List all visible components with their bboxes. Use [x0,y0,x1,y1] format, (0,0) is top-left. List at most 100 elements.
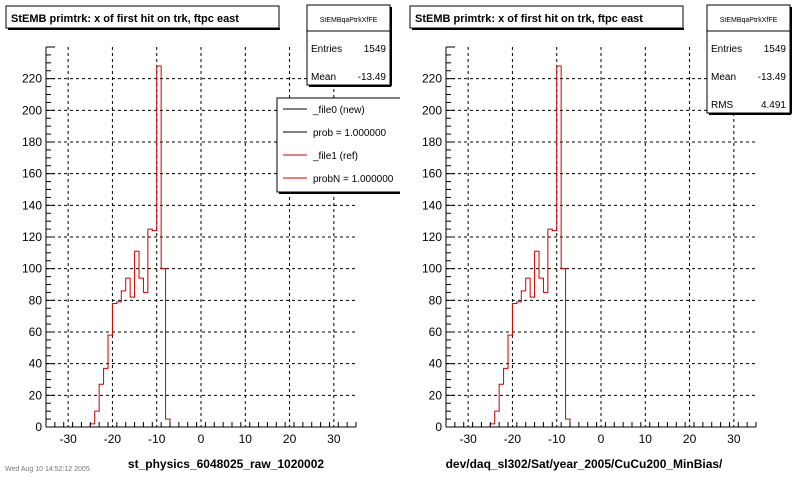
stats-label: Mean [311,72,336,83]
x-axis-label: st_physics_6048025_raw_1020002 [128,457,324,471]
histogram-bin [566,419,570,427]
histogram-bin [535,251,539,427]
x-tick-label: 20 [283,432,297,446]
y-tick-label: 60 [429,325,443,339]
y-tick-label: 80 [429,293,443,307]
y-tick-label: 160 [422,167,442,181]
x-tick-label: 0 [198,432,205,446]
stats-value: 1549 [364,44,387,55]
histogram-line [489,65,571,427]
y-tick-label: 200 [422,103,442,117]
y-tick-label: 60 [29,325,43,339]
chart-title: StEMB primtrk: x of first hit on trk, ft… [11,13,239,25]
histogram-bin [126,278,130,427]
x-tick-label: -20 [104,432,122,446]
histogram-bin [495,411,499,427]
y-tick-label: 100 [422,262,442,276]
x-tick-label: -30 [459,432,477,446]
legend-label: _file1 (ref) [312,151,358,162]
histogram-bin [161,269,165,427]
y-tick-label: 40 [29,357,43,371]
stats-box [706,4,791,114]
x-tick-label: 20 [683,432,697,446]
histogram-bin [143,292,147,427]
x-tick-label: -20 [504,432,522,446]
stats-value: 4.491 [761,100,786,111]
x-tick-label: 10 [639,432,653,446]
x-axis-label: dev/daq_sl302/Sat/year_2005/CuCu200_MinB… [446,457,723,471]
x-tick-label: 30 [727,432,741,446]
histogram-bin [543,292,547,427]
x-tick-label: -10 [148,432,166,446]
footer-timestamp: Wed Aug 10 14:52:12 2005 [5,466,90,473]
y-tick-label: 0 [435,420,442,434]
histogram-bin [95,411,99,427]
histogram-bin [548,229,552,427]
chart-title: StEMB primtrk: x of first hit on trk, ft… [415,13,643,25]
histogram-bin [152,231,156,427]
stats-label: RMS [711,100,734,111]
histogram-bin [117,302,121,427]
y-tick-label: 20 [429,388,443,402]
stats-value: 1549 [764,44,787,55]
legend: _file0 (new) prob = 1.000000 _file1 (ref) p… [276,97,400,194]
y-tick-label: 120 [22,230,42,244]
x-tick-label: 10 [239,432,253,446]
histogram-bin [166,419,170,427]
histogram-bin [517,302,521,427]
x-tick-label: -30 [59,432,77,446]
y-tick-label: 20 [29,388,43,402]
stats-value: -13.49 [758,72,787,83]
histogram-bin [539,278,543,427]
histogram-right-svg: -30 -20 -10 0 10 20 30 0 20 40 60 80 100 120 140 160 180… [409,4,792,471]
y-tick-label: 160 [22,167,42,181]
y-tick-label: 140 [22,198,42,212]
legend-label: _file0 (new) [312,105,365,116]
y-tick-label: 40 [429,357,443,371]
x-tick-label: -10 [548,432,566,446]
grid-lines [446,47,756,427]
legend-box [276,97,400,193]
y-tick-label: 180 [422,135,442,149]
stats-name: StEMBqaPtrkXfFE [720,17,778,24]
histogram-bin [99,384,103,427]
histogram-bin [530,297,534,427]
histogram-panel-left: -30 -20 -10 0 10 20 30 0 20 40 60 80 100 120 140 160 180… [5,4,400,471]
histogram-bin [130,297,134,427]
stats-label: Entries [311,44,342,55]
x-tick-label: 0 [598,432,605,446]
histogram-bin [512,304,516,428]
histogram-bin [508,335,512,427]
histogram-bin [561,269,565,427]
y-tick-label: 120 [422,230,442,244]
y-tick-label: 220 [22,72,42,86]
histogram-bin [157,66,161,427]
stats-value: -13.49 [358,72,387,83]
stats-label: Mean [711,72,736,83]
stats-label: Entries [711,44,742,55]
stats-name: StEMBqaPtrkXfFE [320,17,378,24]
histogram-bin [148,229,152,427]
histogram-left-svg: -30 -20 -10 0 10 20 30 0 20 40 60 80 100 120 140 160 180… [5,4,400,471]
legend-label: probN = 1.000000 [313,174,394,185]
legend-label: prob = 1.000000 [313,128,387,139]
histogram-bin [121,291,125,427]
histogram-bin [504,368,508,427]
y-tick-label: 220 [422,72,442,86]
y-tick-label: 100 [22,262,42,276]
histogram-bin [526,278,530,427]
x-tick-label: 30 [327,432,341,446]
histogram-bin [552,231,556,427]
y-tick-label: 140 [422,198,442,212]
histogram-bin [557,66,561,427]
histogram-bin [112,304,116,428]
histogram-bin [135,251,139,427]
histogram-bin [104,368,108,427]
y-tick-label: 0 [35,420,42,434]
histogram-bin [499,384,503,427]
y-tick-label: 180 [22,135,42,149]
histogram-bin [521,291,525,427]
histogram-bin [139,278,143,427]
y-tick-label: 200 [22,103,42,117]
histogram-line [89,65,171,427]
